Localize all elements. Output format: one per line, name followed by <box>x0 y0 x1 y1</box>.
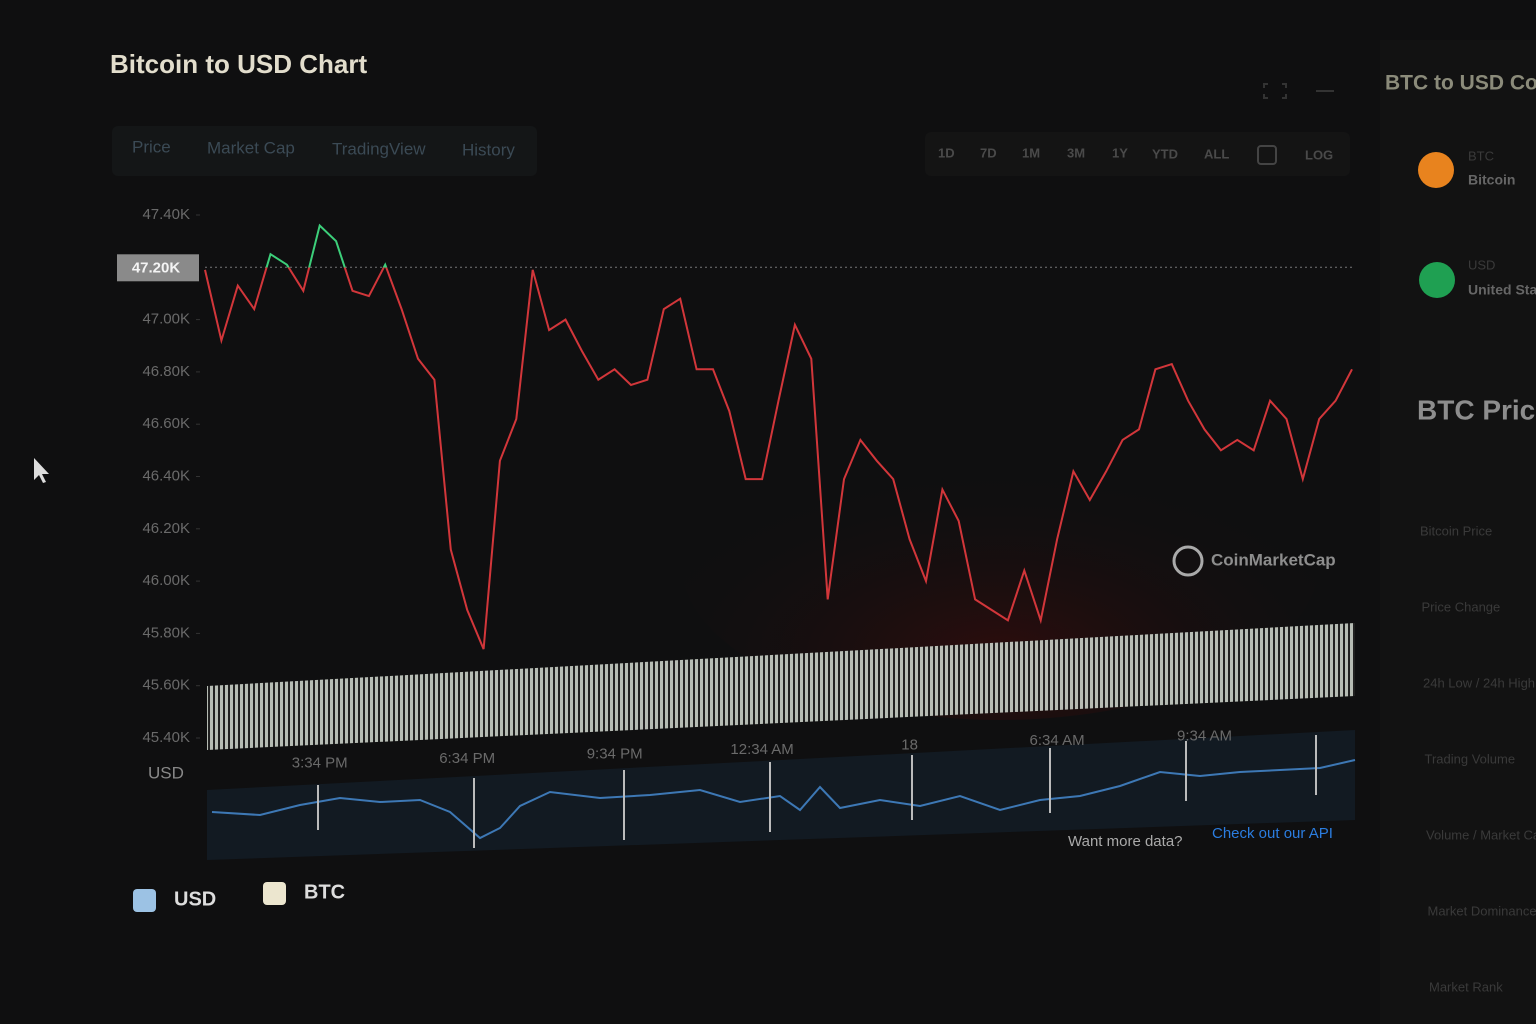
range-button[interactable]: 1Y <box>1112 145 1128 160</box>
y-tick-label: 45.40K <box>142 729 190 746</box>
y-axis-title: USD <box>148 763 184 782</box>
range-button[interactable]: ALL <box>1204 146 1229 161</box>
sidebar-title: BTC to USD Converter <box>1385 72 1536 95</box>
sidebar <box>1380 40 1536 1024</box>
stat-label: Volume / Market Cap <box>1426 827 1536 842</box>
usd-icon <box>1419 262 1455 298</box>
x-tick-label: 18 <box>901 736 918 753</box>
stat-label: Market Rank <box>1429 979 1503 994</box>
x-tick-label: 3:34 PM <box>292 754 348 771</box>
navigator-line <box>211 759 1356 840</box>
watermark-logo <box>1172 545 1204 577</box>
watermark: CoinMarketCap <box>1211 550 1336 569</box>
calendar-icon[interactable] <box>1257 145 1277 165</box>
coin-code: USD <box>1468 257 1495 272</box>
legend-label[interactable]: USD <box>174 888 216 910</box>
y-tick-label: 46.00K <box>142 572 190 589</box>
stat-label: 24h Low / 24h High <box>1423 675 1535 690</box>
page-title: Bitcoin to USD Chart <box>110 49 367 79</box>
volume-bars <box>207 623 1355 750</box>
y-tick-label: 46.80K <box>142 363 190 380</box>
tab[interactable]: TradingView <box>332 139 426 158</box>
stat-label: Market Dominance <box>1428 903 1536 918</box>
range-bar <box>925 132 1350 176</box>
range-button[interactable]: 1M <box>1022 145 1040 160</box>
tab[interactable]: Price <box>132 137 171 156</box>
x-tick-label: 6:34 PM <box>439 750 495 767</box>
y-tick-label: 46.40K <box>142 467 190 484</box>
stat-label: Bitcoin Price <box>1420 523 1492 538</box>
tab[interactable]: History <box>462 140 515 159</box>
range-button[interactable]: 1D <box>938 145 955 160</box>
tab-bar <box>112 126 537 176</box>
x-tick-label: 9:34 AM <box>1177 727 1232 744</box>
y-tick-label: 46.60K <box>142 415 190 432</box>
coin-code: BTC <box>1468 148 1494 163</box>
y-tick-label: 47.40K <box>142 206 190 223</box>
x-tick-label: 6:34 AM <box>1030 732 1085 749</box>
range-button[interactable]: YTD <box>1152 146 1178 161</box>
x-tick-label: 12:34 AM <box>730 741 793 758</box>
stat-label: Price Change <box>1422 599 1501 614</box>
range-button[interactable]: 7D <box>980 145 997 160</box>
stats-title: BTC Price Statistics <box>1417 394 1536 425</box>
x-tick-label: 9:34 PM <box>587 745 643 762</box>
api-link[interactable]: Check out our API <box>1212 825 1333 842</box>
y-tick-label: 45.60K <box>142 677 190 694</box>
y-tick-label: 46.20K <box>142 520 190 537</box>
price-line <box>204 223 1353 650</box>
stat-label: Trading Volume <box>1425 751 1516 766</box>
reference-label: 47.20K <box>132 259 181 276</box>
coin-name: United States Dollar <box>1468 282 1536 298</box>
window-icons[interactable] <box>1263 83 1334 99</box>
legend-swatch <box>133 889 156 912</box>
btc-icon <box>1418 152 1454 188</box>
range-button[interactable]: LOG <box>1305 147 1333 162</box>
reference-box <box>117 254 199 282</box>
y-tick-label: 47.00K <box>142 311 190 328</box>
range-button[interactable]: 3M <box>1067 145 1085 160</box>
y-tick-label: 45.80K <box>142 624 190 641</box>
api-prompt: Want more data? <box>1068 833 1183 850</box>
coin-name: Bitcoin <box>1468 172 1515 188</box>
navigator <box>207 730 1355 860</box>
tab[interactable]: Market Cap <box>207 138 295 157</box>
legend-label[interactable]: BTC <box>304 881 345 903</box>
cursor <box>34 458 49 483</box>
legend-swatch <box>263 882 286 905</box>
navigator-markers <box>317 735 1317 848</box>
